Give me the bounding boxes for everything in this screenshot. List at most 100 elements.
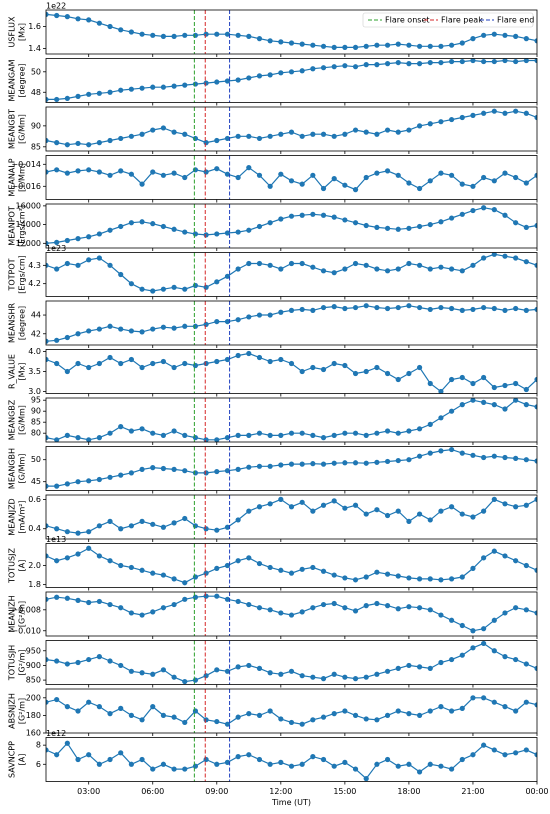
point [171,170,177,176]
point [342,362,348,369]
point [352,304,359,311]
point [118,424,124,430]
point [46,435,49,441]
axes-frame [45,155,538,200]
point [374,224,380,231]
point [160,223,167,230]
point [406,428,412,434]
point [214,527,220,533]
point [534,376,537,383]
point [278,216,284,222]
point [256,463,263,469]
point [363,303,369,309]
y-tick-label: 80 [31,429,41,438]
point [438,659,444,666]
series [46,695,537,727]
point [523,402,529,408]
point [352,502,359,508]
point [320,268,327,274]
point [470,628,476,634]
point [352,577,359,583]
point [523,562,529,569]
axes-frame [45,349,538,394]
point [96,761,102,767]
point [470,207,476,214]
point [459,622,465,629]
point [523,224,529,231]
point [320,43,327,49]
point [224,468,231,474]
point [299,68,305,74]
point [523,699,529,705]
point [107,558,113,564]
point [416,185,423,192]
y-tick-label: 14000 [16,220,41,229]
point [54,696,60,703]
point [54,96,60,103]
point [235,174,241,181]
x-tick-label: 03:00 [77,787,100,796]
axes-frame [45,640,538,685]
point [107,262,113,268]
point [416,364,423,371]
point [299,212,305,218]
offset-label: 1e22 [46,2,66,11]
point [502,382,508,389]
point [139,85,145,91]
point [46,338,49,344]
point [342,305,348,312]
point [406,711,412,717]
point [481,399,487,405]
y-label: MEANALP [8,158,17,196]
y-tick-label: 850 [26,676,41,685]
point [395,59,401,66]
point [86,529,92,535]
point [299,461,305,467]
point [160,172,167,178]
y-tick-label: 50 [31,455,41,464]
point [342,505,348,511]
point [192,282,199,289]
point [481,695,487,701]
point [64,260,70,267]
point [128,171,134,177]
y-tick-label: 48 [31,88,41,97]
point [342,266,348,272]
point [75,659,81,666]
point [246,33,252,40]
point [427,43,433,49]
point [224,171,231,177]
point [278,39,284,45]
point [182,82,188,88]
point [342,605,348,611]
y-unit: [1/Mm] [18,163,27,192]
point [513,504,519,510]
point [384,225,391,231]
point [128,428,134,434]
point [214,437,220,442]
x-tick-label: 18:00 [397,787,420,796]
point [64,432,70,438]
point [363,222,369,229]
point [331,360,337,367]
series [46,11,537,51]
point [54,752,60,758]
y-tick-label: −0.010 [11,626,41,635]
point [203,321,209,328]
point [46,96,49,103]
point [406,457,412,463]
point [75,16,81,22]
point [288,178,295,184]
y-tick-label: −0.016 [11,182,41,191]
point [459,58,465,65]
point [310,508,316,514]
point [192,323,199,329]
y-unit: [G/Mm] [18,405,27,435]
point [534,38,537,44]
point [352,430,359,436]
point [64,14,70,20]
point [128,133,134,139]
point [150,671,156,677]
point [182,719,188,726]
point [384,571,391,577]
